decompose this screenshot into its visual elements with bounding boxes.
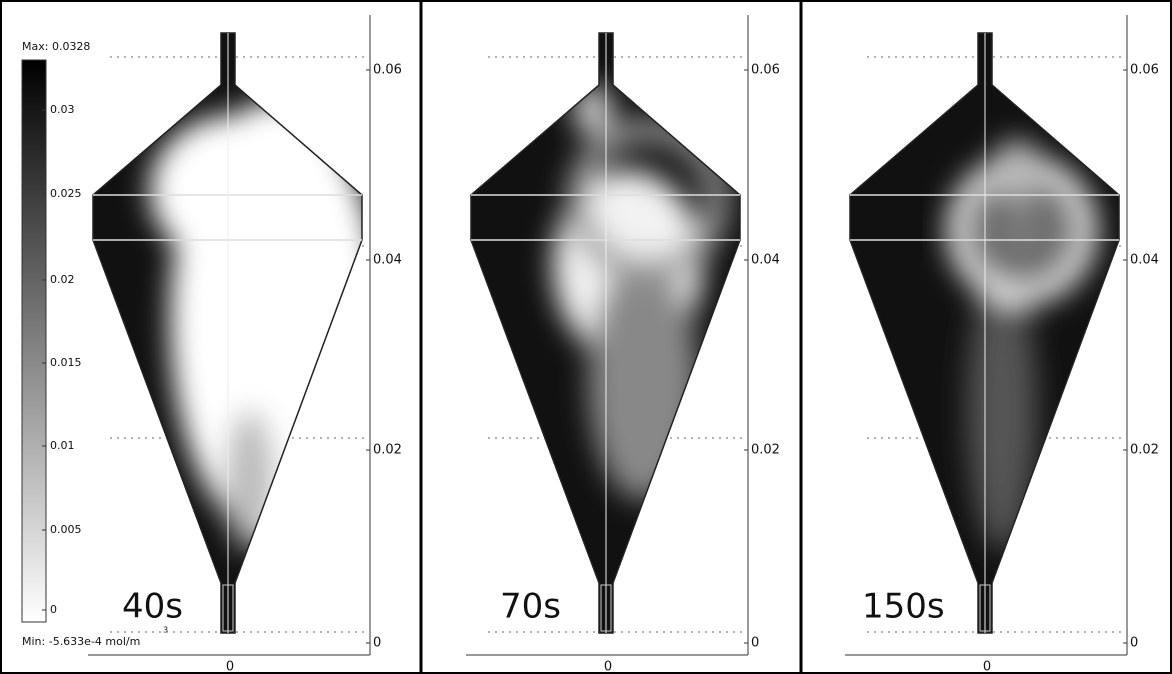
colorbar-tick-label: 0.02 [50, 273, 75, 286]
y-tick-label: 0.02 [751, 443, 780, 458]
x-tick-label: 0 [983, 660, 991, 674]
page: Max: 0.0328 Min: -5.633e-4 mol/m 3 0.03 0… [0, 0, 1172, 674]
y-tick-label: 0.02 [1130, 443, 1159, 458]
y-tick-label: 0 [373, 636, 381, 651]
field [80, 20, 380, 650]
colorbar-max: Max: 0.0328 [22, 40, 90, 53]
y-tick-label: 0.06 [373, 63, 402, 78]
y-tick-label: 0.06 [751, 63, 780, 78]
shade [982, 190, 1062, 270]
y-tick-label: 0.04 [1130, 253, 1159, 268]
unit-exponent: 3 [163, 626, 168, 635]
shade [588, 260, 698, 500]
y-tick-label: 0.02 [373, 443, 402, 458]
colorbar-min: Min: -5.633e-4 mol/m [22, 635, 140, 648]
y-tick-label: 0.04 [373, 253, 402, 268]
y-tick-label: 0.06 [1130, 63, 1159, 78]
panel: 0.06 0.04 0.02 0 0 [458, 15, 780, 674]
colorbar-tick-label: 0.015 [50, 356, 82, 369]
colorbar-tick-label: 0.03 [50, 103, 75, 116]
shade [260, 175, 370, 295]
figure: Max: 0.0328 Min: -5.633e-4 mol/m 3 0.03 0… [0, 0, 1172, 674]
y-tick-label: 0 [1130, 636, 1138, 651]
colorbar-tick-label: 0.01 [50, 439, 75, 452]
panel: 0.06 0.04 0.02 0 0 [837, 15, 1159, 674]
shade [573, 85, 613, 135]
x-tick-label: 0 [604, 660, 612, 674]
colorbar-tick-label: 0.005 [50, 523, 82, 536]
time-label: 150s [862, 587, 945, 627]
colorbar [22, 60, 46, 622]
y-tick-label: 0.04 [751, 253, 780, 268]
time-label: 40s [122, 587, 183, 627]
colorbar-tick-label: 0.025 [50, 187, 82, 200]
panel: 0.06 0.04 0.02 0 0 [80, 15, 402, 674]
time-label: 70s [500, 587, 561, 627]
shade [967, 270, 1037, 550]
x-tick-label: 0 [226, 660, 234, 674]
field [458, 20, 758, 650]
shade [992, 140, 1042, 200]
y-tick-label: 0 [751, 636, 759, 651]
shade [225, 410, 275, 550]
colorbar-tick-label: 0 [50, 603, 57, 616]
field [837, 20, 1137, 650]
